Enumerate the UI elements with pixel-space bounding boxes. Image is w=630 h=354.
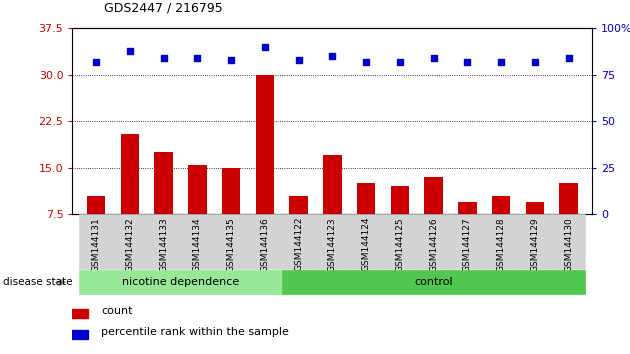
Bar	[214, 214, 248, 269]
Point	[294, 57, 304, 63]
Text: GSM144128: GSM144128	[496, 217, 505, 272]
Bar	[282, 214, 316, 269]
Point	[91, 59, 101, 65]
Bar	[316, 214, 349, 269]
Point	[125, 48, 135, 53]
Point	[496, 59, 506, 65]
Text: count: count	[101, 306, 132, 316]
Bar	[559, 183, 578, 214]
Point	[226, 57, 236, 63]
Bar	[87, 195, 105, 214]
Bar	[72, 309, 88, 318]
Text: disease state: disease state	[3, 277, 72, 287]
Point	[192, 55, 202, 61]
Text: GSM144131: GSM144131	[91, 217, 101, 272]
Bar	[383, 214, 416, 269]
Point	[159, 55, 169, 61]
Bar	[525, 202, 544, 214]
Bar	[188, 165, 207, 214]
Bar	[222, 168, 241, 214]
Text: GSM144124: GSM144124	[362, 217, 370, 272]
Bar	[450, 214, 484, 269]
Bar	[458, 202, 477, 214]
Text: GSM144132: GSM144132	[125, 217, 134, 272]
Text: GSM144122: GSM144122	[294, 217, 303, 272]
Bar	[416, 214, 450, 269]
Text: nicotine dependence: nicotine dependence	[122, 277, 239, 287]
Text: GSM144129: GSM144129	[530, 217, 539, 272]
Point	[462, 59, 472, 65]
Bar	[323, 155, 341, 214]
Bar	[120, 133, 139, 214]
Bar	[180, 214, 214, 269]
Bar	[282, 270, 585, 294]
Bar	[289, 195, 308, 214]
Bar	[424, 177, 443, 214]
Text: control: control	[415, 277, 453, 287]
Text: GDS2447 / 216795: GDS2447 / 216795	[104, 1, 222, 14]
Text: GSM144133: GSM144133	[159, 217, 168, 272]
Bar	[391, 186, 409, 214]
Point	[260, 44, 270, 50]
Text: GSM144134: GSM144134	[193, 217, 202, 272]
Point	[395, 59, 405, 65]
Bar	[349, 214, 383, 269]
Bar	[79, 214, 113, 269]
Point	[564, 55, 574, 61]
Bar	[72, 330, 88, 339]
Bar	[248, 214, 282, 269]
Point	[361, 59, 371, 65]
Bar	[147, 214, 180, 269]
Bar	[518, 214, 552, 269]
Text: GSM144126: GSM144126	[429, 217, 438, 272]
Bar	[552, 214, 585, 269]
Point	[428, 55, 438, 61]
Bar	[113, 214, 147, 269]
Bar	[484, 214, 518, 269]
Point	[530, 59, 540, 65]
Bar	[79, 270, 282, 294]
Text: GSM144125: GSM144125	[396, 217, 404, 272]
Text: GSM144123: GSM144123	[328, 217, 337, 272]
Bar	[154, 152, 173, 214]
Text: GSM144136: GSM144136	[260, 217, 270, 272]
Point	[328, 53, 338, 59]
Text: GSM144127: GSM144127	[463, 217, 472, 272]
Text: percentile rank within the sample: percentile rank within the sample	[101, 327, 289, 337]
Text: GSM144130: GSM144130	[564, 217, 573, 272]
Text: GSM144135: GSM144135	[227, 217, 236, 272]
Bar	[256, 75, 274, 214]
Bar	[357, 183, 375, 214]
Bar	[492, 195, 510, 214]
